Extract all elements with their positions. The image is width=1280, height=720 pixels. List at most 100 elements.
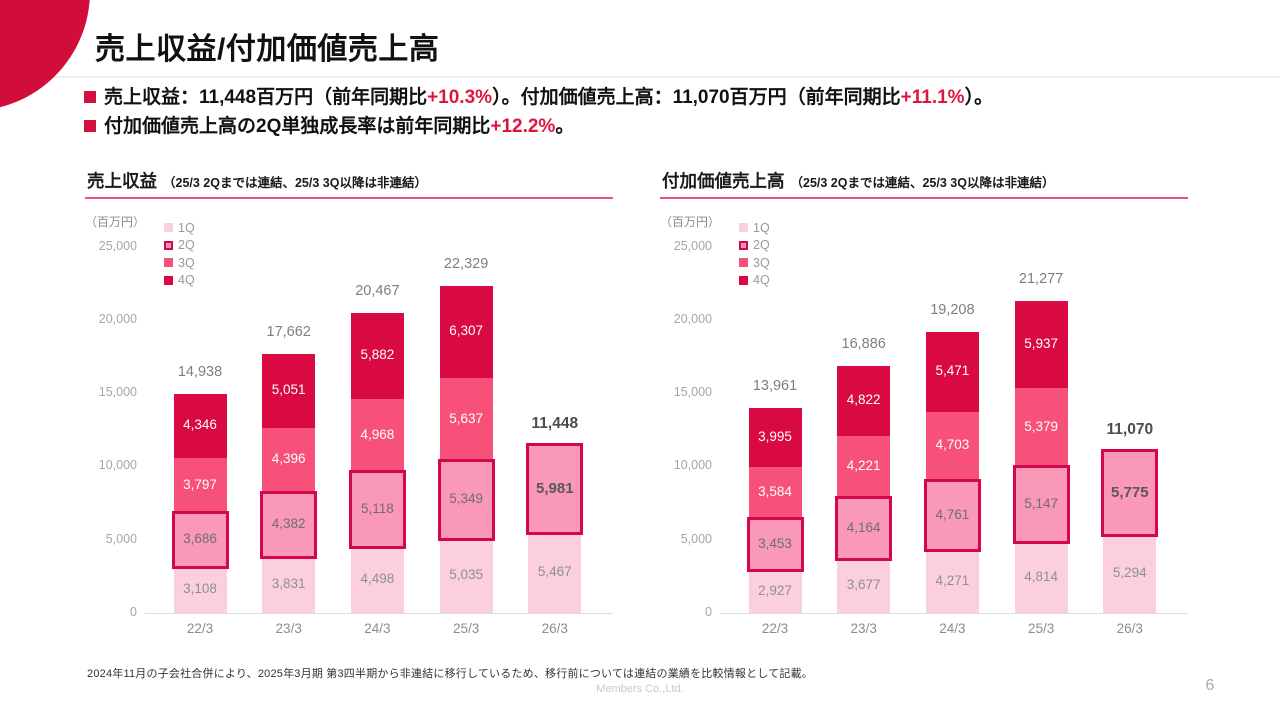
bar-total-label: 11,070 bbox=[1106, 420, 1154, 438]
bullet-text-segment: ）。 bbox=[964, 87, 994, 108]
legend-item: 3Q bbox=[739, 254, 770, 272]
chart-plot-area: 0 5,000 10,000 15,000 20,000 25,000 3,108 3,686… bbox=[85, 168, 613, 668]
legend-item: 1Q bbox=[739, 219, 770, 237]
bar-segment-value-label: 4,761 bbox=[935, 506, 970, 522]
bar-segment-value-label: 5,118 bbox=[361, 500, 394, 516]
bar-total-label: 22,329 bbox=[443, 255, 489, 272]
legend-label: 4Q bbox=[753, 273, 770, 288]
legend-swatch-3q-icon bbox=[739, 258, 748, 268]
bullet-text: 売上収益：11,448百万円（前年同期比+10.3%）。付加価値売上高：11,0… bbox=[104, 87, 993, 108]
bar-segment-2q-highlighted bbox=[835, 496, 893, 562]
y-axis-tick-label: 5,000 bbox=[105, 531, 137, 546]
legend-label: 3Q bbox=[753, 255, 770, 270]
bar-segment-1q bbox=[350, 547, 404, 613]
bar-segment-1q bbox=[262, 556, 316, 613]
bar-segment-value-label: 2,927 bbox=[758, 582, 792, 598]
bar-segment-value-label: 4,498 bbox=[360, 571, 395, 587]
bar-total-label: 13,961 bbox=[752, 378, 798, 395]
y-axis-tick-label: 0 bbox=[130, 605, 137, 619]
x-axis-category-label: 24/3 bbox=[939, 621, 966, 636]
legend-label: 4Q bbox=[178, 273, 195, 288]
bar-segment-value-label: 6,307 bbox=[449, 322, 483, 338]
bullet-text-segment: 売上収益：11,448百万円（前年同期比 bbox=[104, 87, 428, 108]
bar-segment-3q bbox=[350, 399, 404, 473]
bullet-text-segment: 付加価値売上高の2Q単独成長率は前年同期比 bbox=[104, 116, 491, 137]
bar-segment-3q bbox=[173, 457, 227, 514]
bar-segment-1q bbox=[748, 570, 802, 613]
x-axis-category-label: 24/3 bbox=[364, 621, 391, 636]
x-axis-baseline bbox=[720, 613, 1188, 614]
bar-segment-value-label: 5,775 bbox=[1111, 484, 1149, 502]
bar-segment-2q-highlighted bbox=[260, 490, 318, 559]
bullet-text-segment: ）。付加価値売上高：11,070百万円（前年同期比 bbox=[492, 87, 901, 108]
bar-total-label: 14,938 bbox=[177, 364, 223, 381]
axis-unit-label: （百万円） bbox=[85, 215, 146, 229]
x-axis-category-label: 25/3 bbox=[452, 621, 480, 636]
bar-segment-value-label: 3,797 bbox=[183, 476, 217, 492]
bar-segment-value-label: 5,147 bbox=[1024, 495, 1058, 511]
chart-subtitle-text: （25/3 2Qまでは連結、25/3 3Q以降は非連結） bbox=[163, 176, 427, 190]
bar-segment-4q bbox=[837, 365, 891, 437]
bar-segment-2q-highlighted bbox=[923, 478, 981, 553]
bar-segment-2q-highlighted bbox=[437, 458, 495, 542]
y-axis-tick-label: 10,000 bbox=[98, 458, 137, 473]
bar-segment-1q bbox=[1014, 542, 1068, 613]
bar-segment-3q bbox=[439, 378, 493, 461]
chart-title-underline bbox=[660, 197, 1188, 199]
bar-segment-value-label: 5,051 bbox=[271, 382, 306, 398]
bar-segment-4q bbox=[748, 408, 802, 467]
bullet-row: 付加価値売上高の2Q単独成長率は前年同期比+12.2%。 bbox=[84, 116, 993, 145]
y-axis-tick-label: 25,000 bbox=[98, 238, 137, 253]
bar-segment-2q-highlighted bbox=[171, 511, 229, 570]
legend-item: 4Q bbox=[164, 272, 195, 290]
bar-segment-1q bbox=[528, 532, 582, 613]
bar-segment-3q bbox=[1014, 388, 1068, 467]
bar-segment-value-label: 3,995 bbox=[758, 428, 792, 444]
x-axis-baseline bbox=[145, 613, 613, 614]
bullet-square-icon bbox=[84, 91, 96, 103]
bar-segment-value-label: 3,677 bbox=[846, 577, 881, 593]
bar-segment-value-label: 4,822 bbox=[846, 391, 881, 407]
x-axis-category-label: 22/3 bbox=[186, 621, 214, 636]
bar-segment-1q bbox=[1103, 535, 1157, 613]
bar-total-label: 19,208 bbox=[930, 301, 975, 318]
bar-segment-3q bbox=[262, 428, 316, 493]
bar-total-label: 21,277 bbox=[1018, 271, 1064, 288]
company-name: Members Co.,Ltd. bbox=[596, 683, 684, 695]
bar-segment-4q bbox=[262, 354, 316, 429]
bullet-accent-value: +12.2% bbox=[490, 116, 556, 137]
bar-segment-value-label: 3,453 bbox=[758, 535, 792, 551]
legend-item: 2Q bbox=[739, 237, 770, 255]
bar-segment-2q-highlighted bbox=[746, 517, 804, 573]
bar-segment-value-label: 4,703 bbox=[935, 437, 970, 453]
brand-corner-decoration-circle bbox=[0, 0, 90, 111]
y-axis-tick-label: 20,000 bbox=[673, 311, 712, 326]
footnote: 2024年11月の子会社合併により、2025年3月期 第3四半期から非連結に移行… bbox=[87, 668, 813, 680]
bullet-text-segment: 。 bbox=[555, 116, 575, 137]
legend-label: 1Q bbox=[753, 220, 770, 235]
chart-title-underline bbox=[85, 197, 613, 199]
bullet-row: 売上収益：11,448百万円（前年同期比+10.3%）。付加価値売上高：11,0… bbox=[84, 87, 993, 116]
bar-segment-2q-highlighted bbox=[1012, 465, 1070, 545]
bar-segment-value-label: 4,968 bbox=[360, 426, 395, 442]
page-title: 売上収益/付加価値売上高 bbox=[95, 33, 440, 66]
legend-swatch-3q-icon bbox=[164, 258, 173, 268]
bar-segment-value-label: 5,294 bbox=[1112, 565, 1147, 581]
x-axis-category-label: 25/3 bbox=[1027, 621, 1055, 636]
bar-segment-4q bbox=[350, 313, 404, 400]
legend-swatch-1q-icon bbox=[739, 223, 748, 233]
bar-segment-4q bbox=[925, 331, 979, 412]
legend-swatch-2q-icon bbox=[739, 240, 748, 250]
x-axis-category-label: 23/3 bbox=[850, 621, 877, 636]
bar-segment-4q bbox=[173, 394, 227, 458]
legend-item: 3Q bbox=[164, 254, 195, 272]
y-axis-tick-label: 15,000 bbox=[98, 385, 137, 400]
chart-plot-area: 0 5,000 10,000 15,000 20,000 25,000 2,927 3,453… bbox=[660, 168, 1188, 668]
legend-swatch-4q-icon bbox=[164, 275, 173, 285]
bar-segment-value-label: 5,981 bbox=[536, 480, 574, 498]
bar-segment-3q bbox=[925, 411, 979, 481]
bullet-text: 付加価値売上高の2Q単独成長率は前年同期比+12.2%。 bbox=[104, 116, 574, 137]
legend-label: 2Q bbox=[178, 238, 195, 253]
bar-segment-2q-highlighted bbox=[348, 470, 406, 550]
